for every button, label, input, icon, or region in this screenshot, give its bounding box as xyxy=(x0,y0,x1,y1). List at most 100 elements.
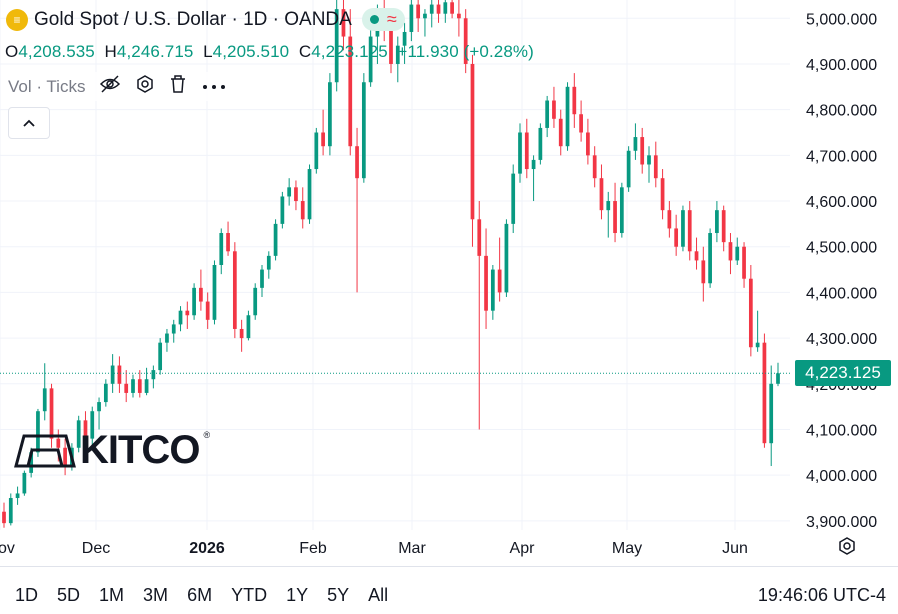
candle-body xyxy=(266,255,271,270)
range-button-6m[interactable]: 6M xyxy=(187,585,213,605)
candle-body xyxy=(450,2,454,14)
symbol-legend[interactable]: ≡ Gold Spot / U.S. Dollar · 1D · OANDA ≈ xyxy=(6,8,405,31)
candle-body xyxy=(137,379,142,393)
range-button-ytd[interactable]: YTD xyxy=(231,585,268,605)
close-value: 4,223.125 xyxy=(311,42,388,61)
candle-body xyxy=(443,2,448,14)
range-button-5d[interactable]: 5D xyxy=(57,585,81,605)
eye-hidden-icon[interactable] xyxy=(99,75,121,98)
candle-body xyxy=(287,187,292,197)
time-tick-label: ov xyxy=(0,540,15,557)
candle-body xyxy=(280,196,285,224)
wave-icon: ≈ xyxy=(386,9,397,29)
candle xyxy=(436,0,441,23)
axis-settings-gear-icon[interactable] xyxy=(836,535,858,557)
candle-body xyxy=(42,388,47,412)
time-tick-label: 2026 xyxy=(189,540,225,557)
candle xyxy=(463,9,468,74)
range-button-1d[interactable]: 1D xyxy=(15,585,39,605)
candle xyxy=(742,242,746,288)
gold-symbol-icon: ≡ xyxy=(6,8,28,31)
candle xyxy=(22,470,27,496)
range-button-1m[interactable]: 1M xyxy=(99,585,125,605)
candle xyxy=(97,397,101,430)
candle xyxy=(524,118,529,179)
market-open-dot-icon xyxy=(369,15,379,24)
candle xyxy=(361,73,366,183)
candle xyxy=(226,221,230,256)
candle xyxy=(239,319,244,352)
candle-body xyxy=(457,13,461,19)
candle xyxy=(708,228,712,288)
candle xyxy=(450,0,454,19)
ohlc-readout: O4,208.535 H4,246.715 L4,205.510 C4,223.… xyxy=(5,42,534,62)
candle xyxy=(606,191,611,238)
candle-body xyxy=(368,36,373,83)
range-button-3m[interactable]: 3M xyxy=(143,585,169,605)
candle-body xyxy=(626,150,631,188)
collapse-legend-button[interactable] xyxy=(8,107,50,139)
candle-body xyxy=(97,402,101,412)
candle xyxy=(103,379,108,407)
gold-bar-icon xyxy=(14,434,76,467)
market-status-pill[interactable]: ≈ xyxy=(361,8,405,31)
volume-label[interactable]: Vol · Ticks xyxy=(8,76,86,96)
candle-body xyxy=(619,187,624,234)
candle-body xyxy=(185,310,190,316)
candle-body xyxy=(49,388,54,439)
candle xyxy=(300,187,305,229)
trash-icon[interactable] xyxy=(169,74,187,99)
candle xyxy=(232,242,237,339)
candle-body xyxy=(572,86,577,115)
candle xyxy=(619,182,624,238)
range-button-all[interactable]: All xyxy=(368,585,389,605)
candle-body xyxy=(199,287,203,302)
candle xyxy=(721,205,726,252)
symbol-title[interactable]: Gold Spot / U.S. Dollar · 1D · OANDA xyxy=(34,8,352,30)
candle-body xyxy=(667,210,672,229)
clock-readout[interactable]: 19:46:06 UTC-4 xyxy=(757,585,886,605)
candle xyxy=(83,411,88,453)
candle-body xyxy=(36,411,40,453)
candle-body xyxy=(436,4,441,14)
candle-body xyxy=(253,287,258,316)
candle-body xyxy=(178,310,183,325)
candle xyxy=(484,228,488,329)
close-label: C xyxy=(298,42,312,61)
price-tick-label: 4,500.000 xyxy=(806,240,877,257)
candle-body xyxy=(484,255,488,311)
settings-hexagon-icon[interactable] xyxy=(135,74,155,99)
candle xyxy=(490,265,495,320)
candle-body xyxy=(165,333,169,343)
candle-body xyxy=(653,155,658,179)
candle-body xyxy=(273,223,278,256)
time-tick-label: Jun xyxy=(722,540,748,557)
candle xyxy=(158,338,163,375)
open-value: 4,208.535 xyxy=(18,42,95,61)
candle xyxy=(701,246,706,302)
time-axis: ov Dec 2026 Feb Mar Apr May Jun xyxy=(0,540,748,557)
candle xyxy=(579,100,583,142)
range-button-1y[interactable]: 1Y xyxy=(286,585,309,605)
candle-body xyxy=(742,246,746,279)
candle xyxy=(762,333,767,448)
candle xyxy=(687,201,692,261)
time-tick-label: Apr xyxy=(510,540,536,557)
candle-body xyxy=(151,370,156,380)
candle xyxy=(633,123,638,160)
price-tick-label: 4,100.000 xyxy=(806,422,877,439)
chevron-up-icon xyxy=(22,115,36,131)
range-button-5y[interactable]: 5Y xyxy=(327,585,350,605)
candle-body xyxy=(660,178,665,211)
candle-body xyxy=(103,383,108,403)
volume-indicator-row[interactable]: Vol · Ticks xyxy=(6,72,230,101)
bottom-toolbar: 1D 5D 1M 3M 6M YTD 1Y 5Y All 19:46:06 UTC-4 xyxy=(0,566,898,614)
candle-body xyxy=(606,201,611,211)
candle xyxy=(769,365,774,467)
candle-body xyxy=(341,9,346,37)
candle-body xyxy=(647,155,651,165)
candle xyxy=(694,237,699,270)
candle-body xyxy=(755,342,760,348)
more-icon[interactable] xyxy=(201,76,227,97)
candle xyxy=(348,9,353,156)
